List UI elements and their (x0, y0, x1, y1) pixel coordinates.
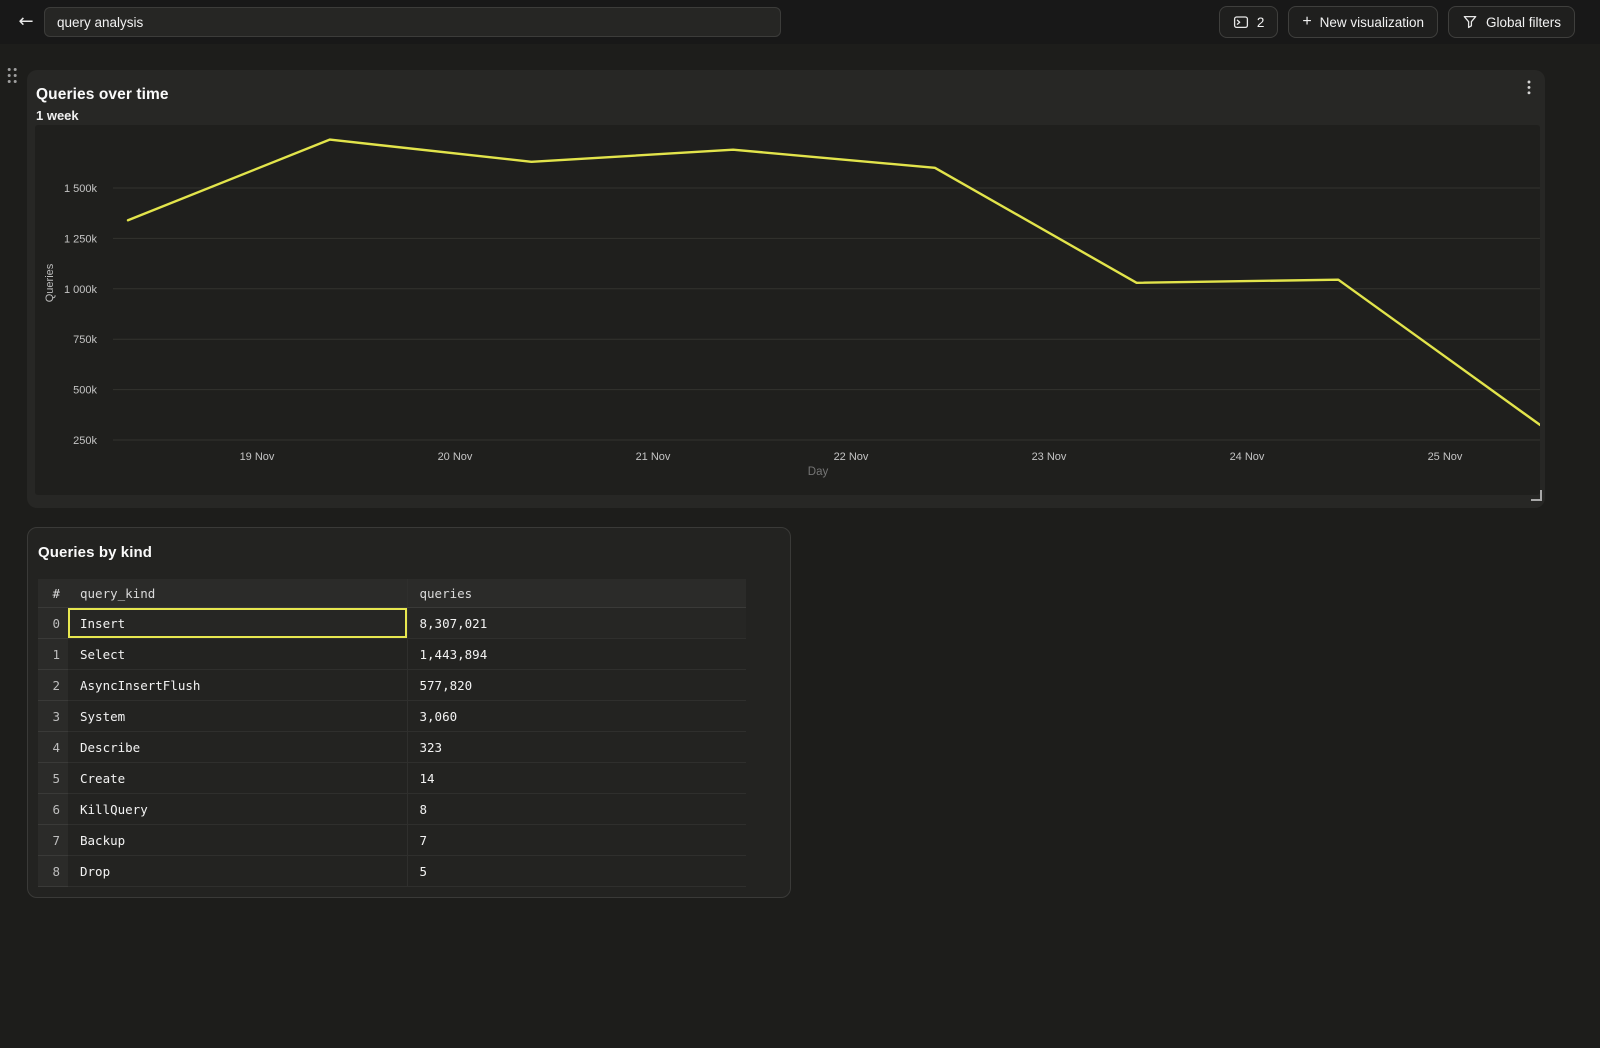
table-row: 2 AsyncInsertFlush 577,820 (38, 669, 746, 701)
x-tick-label: 22 Nov (834, 451, 869, 463)
panel-menu-button[interactable] (1523, 78, 1535, 97)
y-tick-label: 1 000k (64, 284, 98, 296)
y-axis-title: Queries (44, 263, 56, 302)
row-index-cell: 5 (38, 762, 68, 794)
query-kind-cell[interactable]: Select (68, 638, 408, 670)
row-index-cell: 3 (38, 700, 68, 732)
topbar: ← 2 + New visualization Global filters (0, 0, 1600, 44)
row-index-cell: 4 (38, 731, 68, 763)
panel-resize-handle[interactable] (1531, 490, 1542, 501)
y-tick-label: 1 500k (64, 183, 98, 195)
queries-over-time-panel: Queries over time 1 week 1 500k 1 250k 1 0… (27, 70, 1545, 508)
table-row: 8 Drop 5 (38, 855, 746, 887)
table-row: 3 System 3,060 (38, 700, 746, 732)
new-visualization-label: New visualization (1319, 14, 1424, 30)
queries-cell[interactable]: 5 (407, 855, 746, 887)
sql-console-icon (1233, 14, 1249, 30)
filter-funnel-icon (1462, 14, 1478, 30)
table-row: 5 Create 14 (38, 762, 746, 794)
result-table-wrap: # query_kind queries 0 Insert 8,307,021 1 Sele… (38, 579, 746, 887)
table-header-row: # query_kind queries (38, 579, 746, 608)
column-header-query_kind: query_kind (68, 579, 408, 608)
row-index-cell: 8 (38, 855, 68, 887)
y-tick-label: 750k (73, 334, 97, 346)
chart-title: Queries over time (36, 86, 169, 103)
new-visualization-button[interactable]: + New visualization (1288, 6, 1438, 38)
query-count-button[interactable]: 2 (1218, 6, 1279, 38)
queries-cell[interactable]: 577,820 (407, 669, 746, 701)
x-tick-label: 21 Nov (636, 451, 671, 463)
row-index-cell: 7 (38, 824, 68, 856)
column-header-index: # (38, 579, 68, 608)
table-row: 4 Describe 323 (38, 731, 746, 763)
topbar-actions: 2 + New visualization Global filters (1218, 6, 1575, 38)
x-tick-label: 24 Nov (1230, 451, 1265, 463)
plus-icon: + (1302, 12, 1312, 30)
y-tick-label: 500k (73, 385, 97, 397)
queries-by-kind-panel: Queries by kind # query_kind queries 0 Inse… (27, 527, 791, 898)
global-filters-label: Global filters (1485, 14, 1561, 30)
back-arrow-icon: ← (18, 11, 34, 32)
query-kind-cell[interactable]: System (68, 700, 408, 732)
queries-cell[interactable]: 14 (407, 762, 746, 794)
query-kind-cell[interactable]: Create (68, 762, 408, 794)
queries-cell[interactable]: 7 (407, 824, 746, 856)
queries-cell[interactable]: 3,060 (407, 700, 746, 732)
query-kind-cell[interactable]: Insert (68, 607, 408, 639)
table-row: 1 Select 1,443,894 (38, 638, 746, 670)
x-tick-label: 19 Nov (240, 451, 275, 463)
chart-subtitle: 1 week (36, 108, 79, 123)
kebab-menu-icon (1527, 80, 1531, 98)
query-kind-cell[interactable]: KillQuery (68, 793, 408, 825)
queries-cell[interactable]: 323 (407, 731, 746, 763)
table-row: 0 Insert 8,307,021 (38, 607, 746, 639)
row-index-cell: 2 (38, 669, 68, 701)
widget-drag-handle-icon[interactable] (7, 67, 18, 84)
series-line (126, 138, 1540, 427)
query-kind-cell[interactable]: Backup (68, 824, 408, 856)
table-title: Queries by kind (38, 544, 153, 561)
queries-by-kind-table: # query_kind queries 0 Insert 8,307,021 1 Sele… (38, 579, 746, 887)
query-count-label: 2 (1256, 14, 1265, 30)
table-row: 7 Backup 7 (38, 824, 746, 856)
query-kind-cell[interactable]: AsyncInsertFlush (68, 669, 408, 701)
table-row: 6 KillQuery 8 (38, 793, 746, 825)
x-tick-label: 25 Nov (1428, 451, 1463, 463)
global-filters-button[interactable]: Global filters (1447, 6, 1575, 38)
queries-over-time-chart: 1 500k 1 250k 1 000k 750k 500k 250k 19 Nov 20 N… (35, 125, 1540, 495)
y-tick-label: 1 250k (64, 233, 98, 245)
queries-cell[interactable]: 8 (407, 793, 746, 825)
query-kind-cell[interactable]: Describe (68, 731, 408, 763)
dashboard-title-input[interactable] (44, 7, 781, 37)
row-index-cell: 1 (38, 638, 68, 670)
row-index-cell: 0 (38, 607, 68, 639)
query-kind-cell[interactable]: Drop (68, 855, 408, 887)
queries-cell[interactable]: 8,307,021 (407, 607, 746, 639)
queries-cell[interactable]: 1,443,894 (407, 638, 746, 670)
x-axis-title: Day (808, 466, 829, 478)
back-button[interactable]: ← (12, 8, 40, 36)
column-header-queries: queries (407, 579, 746, 608)
x-tick-label: 20 Nov (438, 451, 473, 463)
row-index-cell: 6 (38, 793, 68, 825)
y-tick-label: 250k (73, 435, 97, 447)
x-tick-label: 23 Nov (1032, 451, 1067, 463)
line-chart-svg: 1 500k 1 250k 1 000k 750k 500k 250k 19 Nov 20 N… (44, 138, 1540, 478)
